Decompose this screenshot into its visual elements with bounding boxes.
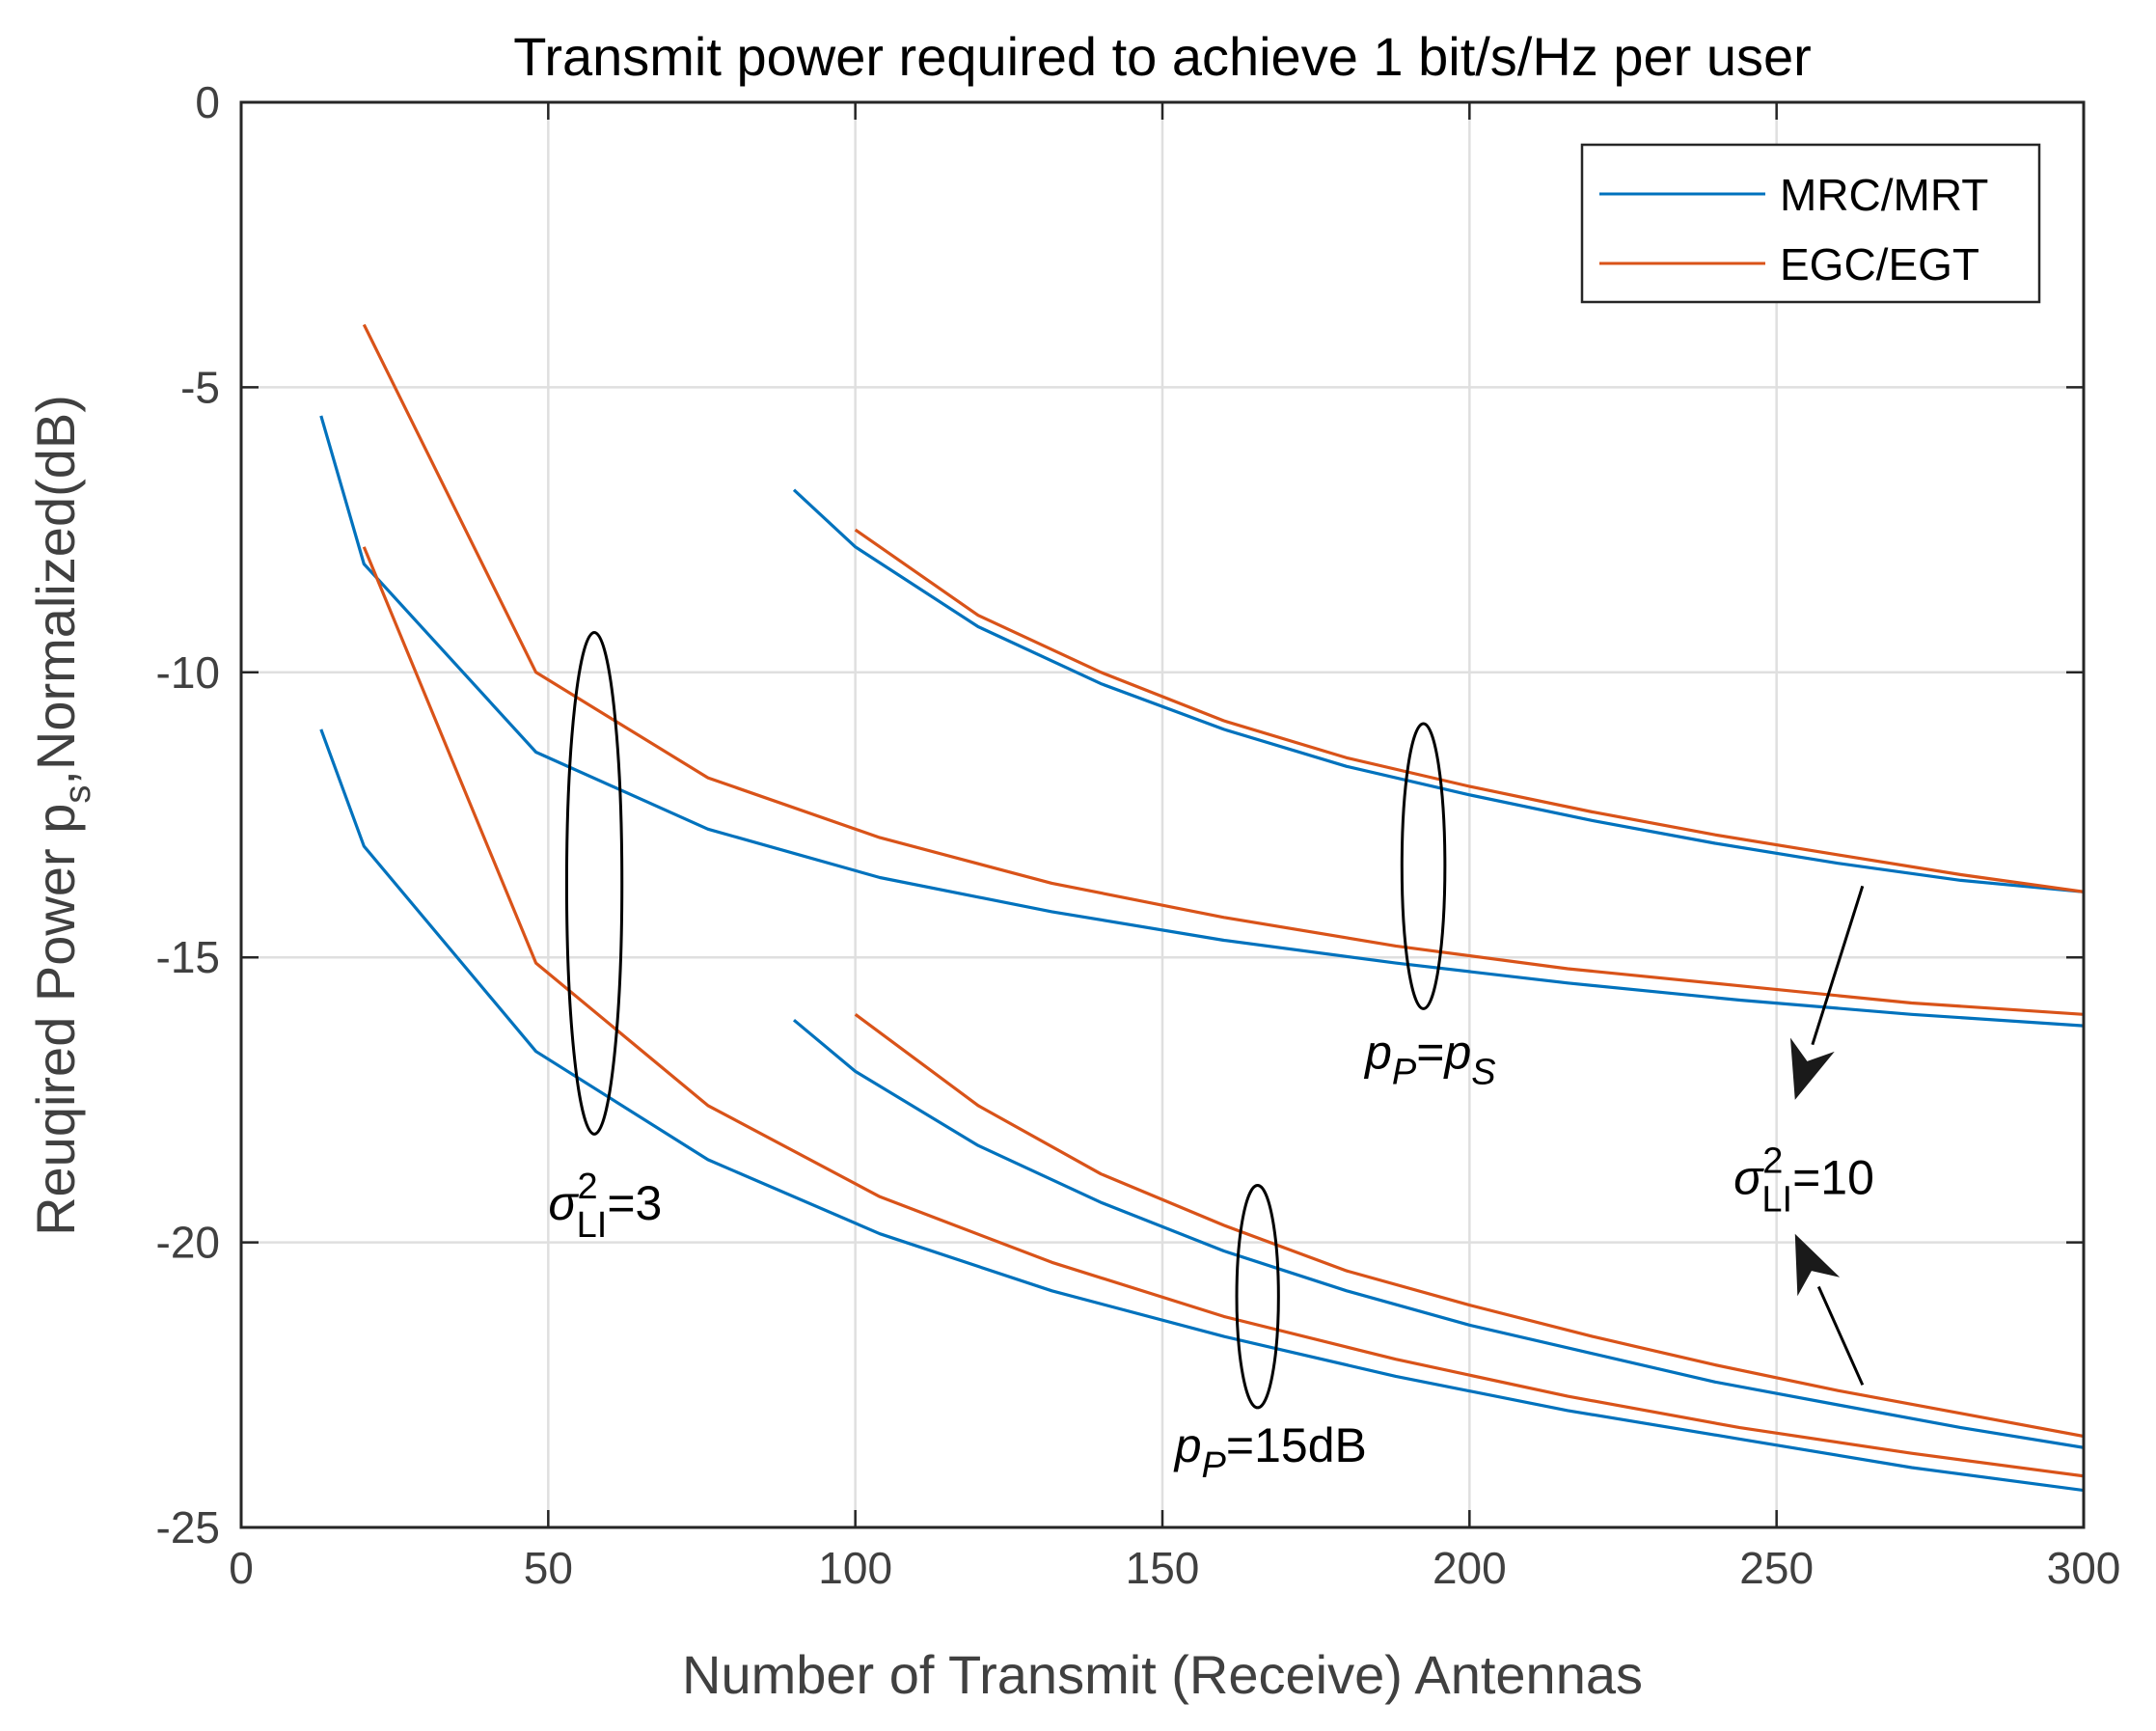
y-axis-label-rest: ,Normalized(dB) bbox=[25, 395, 86, 785]
annotation-ellipse bbox=[1235, 1184, 1280, 1410]
x-tick-labels: 0 50 100 150 200 250 300 bbox=[229, 1543, 2120, 1593]
annotation-subscript: LI bbox=[577, 1205, 608, 1246]
annotation-symbol: p bbox=[1442, 1025, 1471, 1079]
series-line-7 bbox=[854, 1013, 2085, 1439]
annotation-arrow-head bbox=[1789, 1037, 1835, 1100]
annotation-label: σ2 LI=3 bbox=[548, 1167, 662, 1246]
y-axis-label-main: Reuqired Power p bbox=[25, 804, 86, 1236]
annotation-label: pP=15dB bbox=[1173, 1418, 1367, 1486]
series-line-5 bbox=[854, 528, 2085, 893]
annotation-subscript: P bbox=[1202, 1445, 1227, 1486]
x-tick-label: 100 bbox=[818, 1543, 892, 1593]
annotation-ellipse bbox=[564, 630, 624, 1136]
x-tick-label: 50 bbox=[524, 1543, 573, 1593]
y-tick-labels: 0 -5 -10 -15 -20 -25 bbox=[156, 77, 220, 1552]
annotation-subscript: P bbox=[1392, 1052, 1417, 1092]
annotation-symbol: p bbox=[1363, 1025, 1392, 1079]
x-axis-label: Number of Transmit (Receive) Antennas bbox=[682, 1644, 1643, 1705]
annotation-arrow-head bbox=[1794, 1233, 1841, 1297]
y-tick-label: -10 bbox=[156, 647, 220, 698]
annotation-label: pP=pS bbox=[1363, 1025, 1496, 1092]
x-tick-label: 0 bbox=[229, 1543, 254, 1593]
series-line-4 bbox=[792, 488, 2085, 893]
series-line-2 bbox=[319, 728, 2085, 1493]
y-axis-label: Reuqired Power ps,Normalized(dB) bbox=[25, 395, 98, 1236]
legend-label-egc: EGC/EGT bbox=[1780, 239, 1979, 289]
x-tick-label: 300 bbox=[2047, 1543, 2121, 1593]
y-tick-label: -5 bbox=[180, 362, 220, 412]
annotation-subscript: S bbox=[1471, 1052, 1495, 1092]
x-tick-label: 200 bbox=[1433, 1543, 1507, 1593]
series-line-3 bbox=[362, 546, 2085, 1478]
annotation-superscript: 2 bbox=[577, 1167, 597, 1207]
series-group bbox=[319, 323, 2085, 1493]
x-tick-label: 250 bbox=[1739, 1543, 1814, 1593]
ticks bbox=[239, 100, 2086, 1529]
y-axis-label-sub: s bbox=[58, 785, 98, 804]
annotation-symbol: σ bbox=[1733, 1150, 1764, 1204]
grid bbox=[241, 102, 2084, 1527]
annotation-label: σ2 LI=10 bbox=[1733, 1140, 1874, 1220]
legend-label-mrc: MRC/MRT bbox=[1780, 170, 1988, 220]
annotation-value: =10 bbox=[1792, 1150, 1874, 1204]
y-tick-label: -20 bbox=[156, 1218, 220, 1268]
y-tick-label: -15 bbox=[156, 932, 220, 982]
annotation-ellipse bbox=[1400, 722, 1447, 1010]
annotation-operator: = bbox=[1416, 1025, 1444, 1079]
annotation-value: =15dB bbox=[1226, 1418, 1367, 1472]
x-tick-label: 150 bbox=[1126, 1543, 1200, 1593]
annotation-symbol: σ bbox=[548, 1176, 579, 1230]
annotation-arrow-shaft bbox=[1811, 885, 1865, 1046]
annotation-subscript: LI bbox=[1761, 1179, 1792, 1220]
series-line-1 bbox=[362, 323, 2085, 1016]
chart-title: Transmit power required to achieve 1 bit… bbox=[513, 26, 1812, 87]
annotation-symbol: p bbox=[1173, 1418, 1202, 1472]
annotation-superscript: 2 bbox=[1762, 1140, 1783, 1181]
y-tick-label: 0 bbox=[195, 77, 220, 127]
legend-box bbox=[1580, 143, 2041, 304]
y-tick-label: -25 bbox=[156, 1502, 220, 1552]
series-line-0 bbox=[319, 415, 2085, 1028]
annotation-arrow-shaft bbox=[1816, 1285, 1865, 1386]
series-line-6 bbox=[792, 1018, 2085, 1449]
annotation-value: =3 bbox=[607, 1176, 662, 1230]
legend: MRC/MRT EGC/EGT bbox=[1580, 143, 2041, 304]
